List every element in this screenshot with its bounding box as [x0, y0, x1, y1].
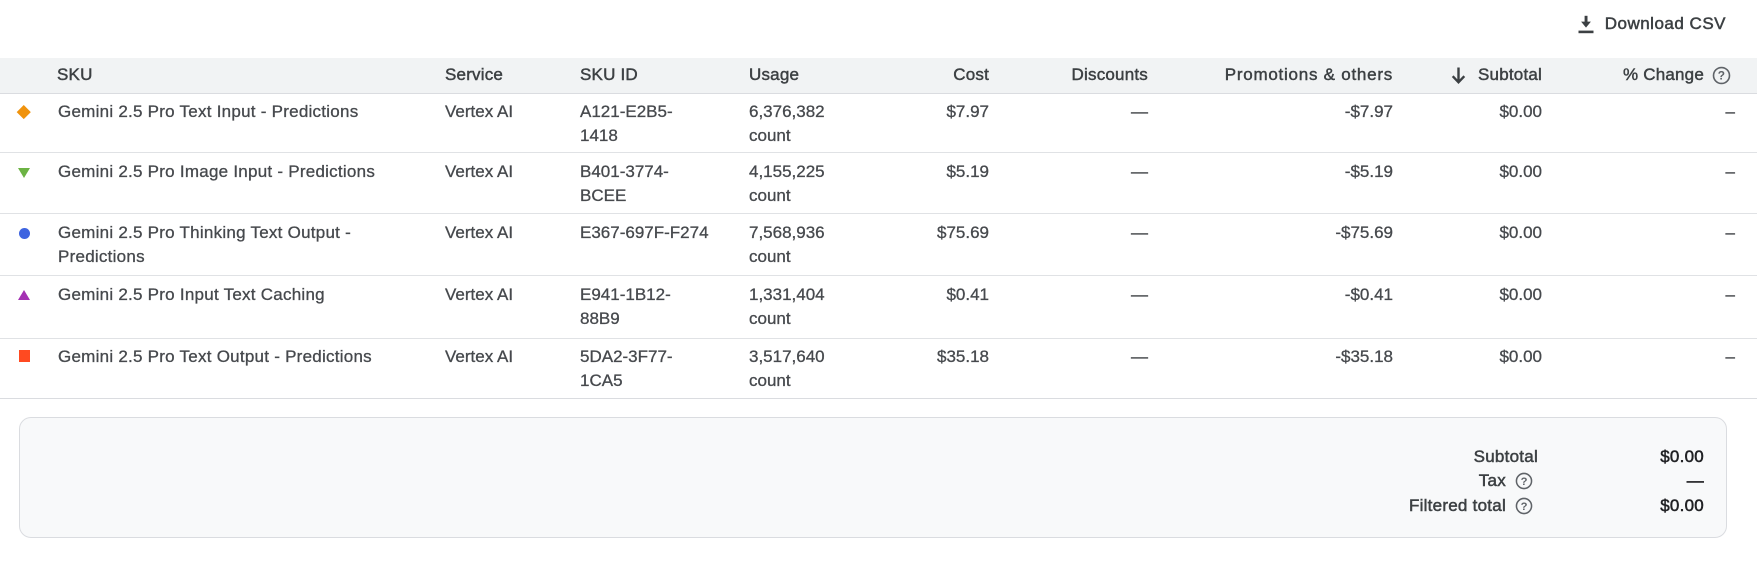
svg-text:?: ? — [1718, 68, 1725, 82]
svg-text:?: ? — [1521, 500, 1528, 512]
svg-text:?: ? — [1521, 476, 1528, 488]
